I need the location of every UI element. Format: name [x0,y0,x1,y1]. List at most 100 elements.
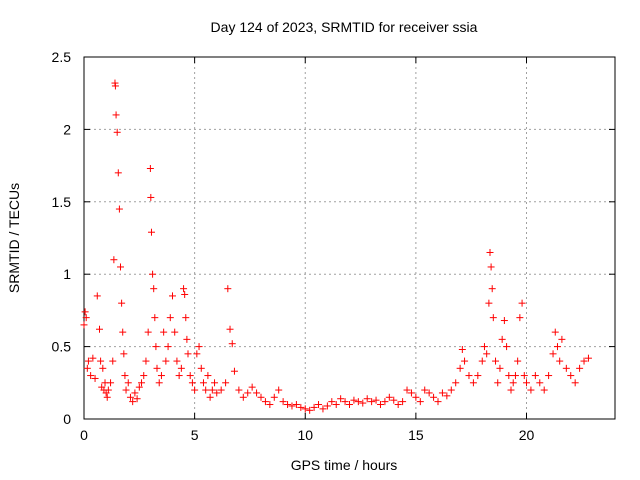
data-point [166,314,174,322]
data-point [478,357,486,365]
data-point [122,386,130,394]
data-point [188,379,196,387]
data-point [332,401,340,409]
data-point [208,386,216,394]
data-point [368,398,376,406]
data-point [421,386,429,394]
data-point [580,357,588,365]
data-point [469,379,477,387]
data-point [126,393,134,401]
data-point [511,372,519,380]
data-point [494,379,502,387]
data-point [407,389,415,397]
data-point [507,386,515,394]
data-point [199,379,207,387]
data-point [487,263,495,271]
data-point [149,270,157,278]
data-point [239,393,247,401]
y-tick-label: 0 [63,411,71,427]
data-point [228,340,236,348]
data-point [346,401,353,409]
data-point [270,393,278,401]
data-point [553,343,561,351]
data-point [175,372,183,380]
data-point [103,393,111,401]
data-point [111,82,119,90]
data-point [155,379,163,387]
data-point [516,314,524,322]
data-point [142,357,150,365]
data-point [248,383,256,391]
data-point [551,328,559,336]
y-tick-label: 2 [63,121,71,137]
data-point [177,364,185,372]
data-point [425,389,433,397]
data-point [505,372,513,380]
data-point [112,111,120,119]
data-point [376,401,384,409]
data-point [171,328,179,336]
x-axis-label: GPS time / hours [291,457,398,473]
data-point [222,379,230,387]
data-point [500,317,508,325]
data-point [558,335,566,343]
data-point [230,367,238,375]
data-point [430,393,438,401]
data-point [315,401,323,409]
data-point [186,372,194,380]
data-point [181,290,189,298]
data-point [118,299,126,307]
y-tick-label: 1.5 [52,194,72,210]
data-point [394,401,402,409]
data-point [385,393,393,401]
data-point [183,335,191,343]
data-point [567,372,575,380]
data-point [310,403,318,411]
data-points [80,79,592,414]
data-point [129,398,137,406]
data-point [138,379,146,387]
data-point [452,379,460,387]
data-point [531,372,539,380]
data-point [341,398,349,406]
data-point [93,292,101,300]
data-point [503,343,511,351]
data-point [120,350,128,358]
data-point [489,314,497,322]
data-point [107,379,115,387]
data-point [474,372,482,380]
data-point [146,164,154,172]
data-point [350,396,358,404]
data-point [514,357,522,365]
data-point [150,285,158,293]
data-point [211,379,219,387]
data-point [114,169,122,177]
data-point [261,398,269,406]
data-point [416,398,424,406]
data-point [545,372,553,380]
plot-frame [83,56,616,420]
data-point [204,372,212,380]
x-tick-label: 0 [80,427,88,443]
data-point [217,386,225,394]
data-point [226,325,234,333]
data-point [498,335,506,343]
data-point [576,364,584,372]
data-point [486,248,494,256]
data-point [110,256,118,264]
data-point [363,395,371,403]
data-point [354,398,362,406]
data-point [301,405,309,413]
data-point [465,372,473,380]
data-point [109,357,117,365]
x-tick-label: 20 [519,427,535,443]
data-point [151,314,159,322]
data-point [153,364,161,372]
data-point [115,205,123,213]
data-point [562,364,570,372]
data-point [191,386,199,394]
data-point [169,292,176,300]
data-point [492,357,500,365]
data-point [306,406,314,414]
data-point [244,389,252,397]
